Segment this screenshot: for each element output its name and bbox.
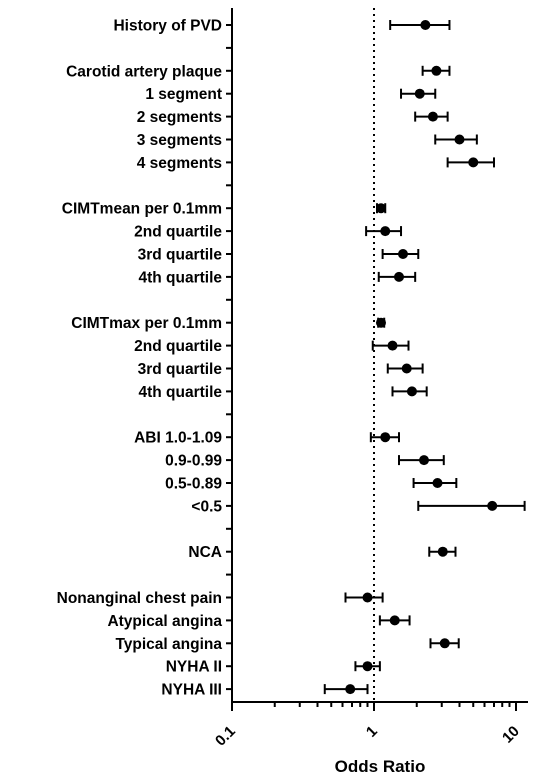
odds-ratio-point — [362, 661, 373, 672]
x-tick-label: 0.1 — [212, 723, 239, 750]
odds-ratio-point — [420, 20, 431, 30]
odds-ratio-point — [437, 546, 448, 557]
row-label: 3rd quartile — [138, 247, 223, 264]
row-label: ABI 1.0-1.09 — [134, 430, 222, 447]
odds-ratio-point — [397, 249, 408, 259]
row-label: 3 segments — [137, 132, 222, 149]
odds-ratio-point — [362, 592, 373, 603]
odds-ratio-point — [380, 432, 391, 443]
odds-ratio-point — [345, 684, 356, 695]
row-label: NYHA III — [161, 682, 222, 699]
row-label: 3rd quartile — [138, 361, 223, 378]
row-label: NYHA II — [166, 659, 222, 676]
row-label: 4th quartile — [138, 384, 222, 401]
x-tick-label: 10 — [499, 723, 523, 747]
row-label: 2nd quartile — [134, 224, 222, 241]
row-label: 4 segments — [137, 155, 222, 172]
row-label: 2 segments — [137, 109, 222, 126]
odds-ratio-point — [454, 134, 465, 145]
odds-ratio-point — [389, 615, 400, 626]
odds-ratio-point — [380, 226, 391, 237]
row-label: Carotid artery plaque — [66, 63, 222, 80]
odds-ratio-point — [414, 88, 425, 99]
row-label: History of PVD — [113, 18, 222, 35]
row-label: 1 segment — [145, 86, 222, 103]
odds-ratio-point — [432, 478, 443, 488]
row-label: NCA — [188, 544, 222, 561]
odds-ratio-point — [375, 203, 386, 214]
odds-ratio-point — [468, 157, 479, 168]
odds-ratio-point — [394, 271, 405, 282]
odds-ratio-point — [439, 638, 450, 649]
odds-ratio-point — [427, 111, 438, 122]
row-label: CIMTmax per 0.1mm — [71, 315, 222, 332]
odds-ratio-point — [406, 386, 417, 397]
odds-ratio-point — [375, 317, 386, 328]
odds-ratio-point — [401, 363, 412, 374]
plot-marks — [323, 20, 526, 695]
odds-ratio-point — [431, 65, 442, 76]
x-axis-ticks: 0.1 1 10 — [212, 702, 523, 750]
row-label: <0.5 — [191, 498, 222, 515]
row-label: 0.9-0.99 — [165, 453, 222, 470]
row-label: Nonanginal chest pain — [57, 590, 222, 607]
odds-ratio-point — [487, 500, 498, 511]
row-labels: History of PVD Carotid artery plaque 1 seg… — [57, 18, 223, 699]
row-label: Atypical angina — [107, 613, 222, 630]
row-label: 0.5-0.89 — [165, 476, 222, 493]
odds-ratio-point — [419, 455, 430, 466]
x-tick-label: 1 — [363, 723, 381, 741]
x-axis-title: Odds Ratio — [335, 757, 426, 776]
row-label: 2nd quartile — [134, 338, 222, 355]
odds-ratio-point — [387, 340, 398, 351]
row-label: Typical angina — [115, 636, 222, 653]
row-label: 4th quartile — [138, 269, 222, 286]
row-label: CIMTmean per 0.1mm — [62, 201, 222, 218]
